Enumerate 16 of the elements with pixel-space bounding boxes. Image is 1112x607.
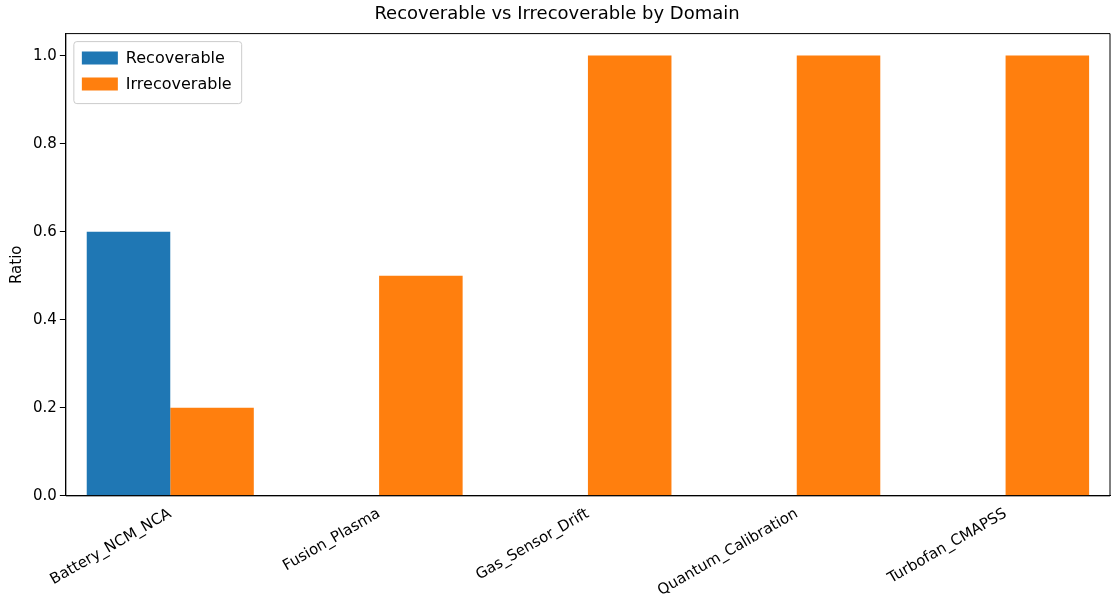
y-axis-title: Ratio [6,245,25,284]
y-tick-label: 0.0 [33,485,57,504]
y-tick-label: 1.0 [33,45,57,64]
bar [587,55,672,496]
y-tick-label: 0.6 [33,221,57,240]
bar [86,231,171,496]
bar [1005,55,1090,496]
bar [796,55,881,496]
y-tick-label: 0.2 [33,397,57,416]
bar [379,275,463,496]
chart-title: Recoverable vs Irrecoverable by Domain [374,2,740,24]
legend-label: Irrecoverable [125,73,232,93]
y-tick-label: 0.8 [33,133,57,152]
legend-label: Recoverable [125,47,225,67]
y-tick-label: 0.4 [33,309,57,328]
bar [170,407,254,496]
